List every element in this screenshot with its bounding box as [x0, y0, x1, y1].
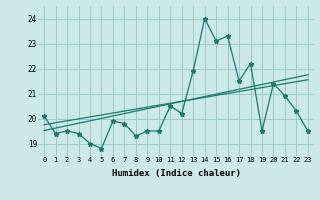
X-axis label: Humidex (Indice chaleur): Humidex (Indice chaleur) — [111, 169, 241, 178]
